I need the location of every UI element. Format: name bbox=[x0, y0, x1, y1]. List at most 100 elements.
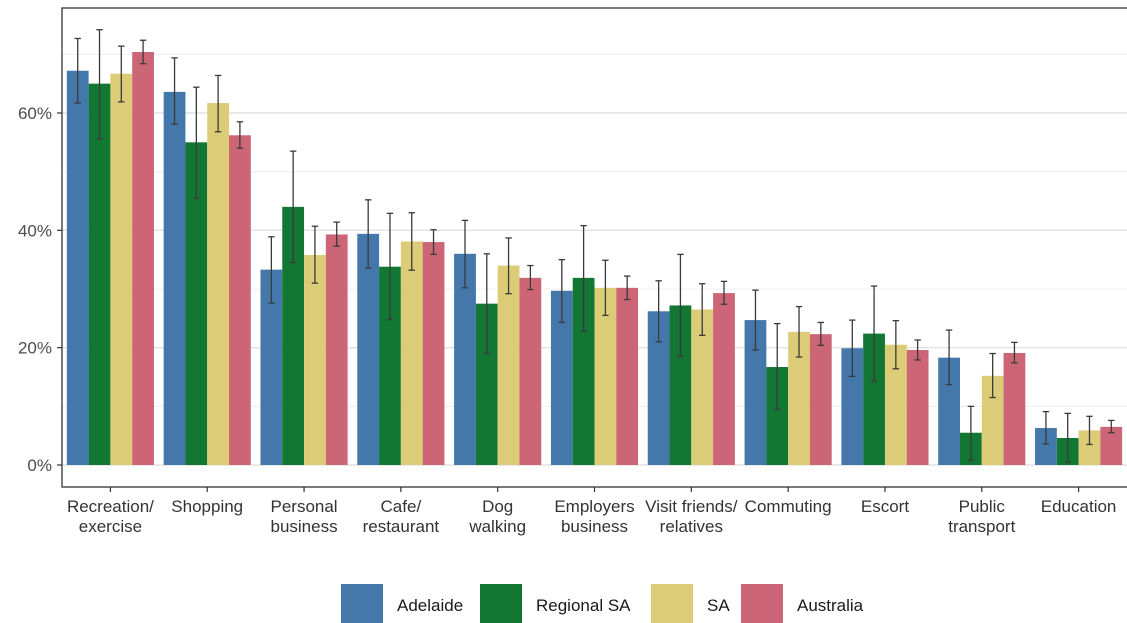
error-bar bbox=[720, 280, 728, 305]
bar-regional-sa bbox=[669, 305, 692, 465]
error-bar bbox=[945, 329, 953, 386]
x-tick-label: Cafe/restaurant bbox=[363, 497, 440, 536]
error-bar bbox=[311, 225, 319, 284]
error-bar bbox=[752, 289, 759, 351]
error-bar bbox=[214, 74, 222, 133]
bar-adelaide bbox=[260, 269, 283, 465]
error-bar bbox=[386, 212, 394, 321]
legend-swatch bbox=[341, 584, 383, 623]
bar-sa bbox=[884, 344, 907, 465]
error-bar bbox=[193, 86, 200, 199]
y-tick-label: 20% bbox=[18, 339, 52, 358]
bar-regional-sa bbox=[475, 303, 498, 465]
error-bar bbox=[139, 39, 147, 65]
bar-regional-sa bbox=[766, 367, 789, 465]
bar-sa bbox=[594, 287, 617, 465]
bar-australia bbox=[132, 51, 154, 466]
x-tick-label: Dog walking bbox=[468, 497, 526, 536]
legend-swatch bbox=[741, 584, 783, 623]
bar-adelaide bbox=[163, 91, 186, 465]
bar-australia bbox=[713, 293, 735, 465]
error-bar bbox=[602, 259, 609, 317]
bar-australia bbox=[519, 277, 542, 465]
error-bar bbox=[677, 253, 684, 358]
error-bar bbox=[96, 29, 103, 140]
error-bar bbox=[892, 320, 900, 370]
bar-adelaide bbox=[841, 348, 864, 465]
x-tick-label: Visit friends/relatives bbox=[645, 497, 738, 536]
error-bar bbox=[914, 339, 921, 361]
legend-item: SA bbox=[651, 584, 730, 623]
bar-regional-sa bbox=[88, 83, 111, 466]
bar-adelaide bbox=[66, 70, 89, 465]
bar-sa bbox=[207, 103, 230, 465]
bar-adelaide bbox=[357, 233, 380, 465]
x-tick-label: Shopping bbox=[171, 497, 243, 516]
bar-australia bbox=[616, 287, 639, 465]
bar-sa bbox=[1078, 430, 1101, 465]
bar-australia bbox=[325, 234, 348, 465]
error-bar bbox=[699, 283, 706, 336]
error-bar bbox=[430, 229, 437, 256]
legend-swatch bbox=[480, 584, 522, 623]
error-bar bbox=[74, 37, 81, 104]
bar-regional-sa bbox=[572, 277, 595, 465]
bar-adelaide bbox=[647, 311, 670, 465]
legend-swatch bbox=[651, 584, 693, 623]
x-tick-label: Education bbox=[1041, 497, 1117, 516]
error-bar bbox=[1042, 410, 1050, 445]
legend: Adelaide Regional SA SA Australia bbox=[341, 584, 864, 623]
y-tick-label: 0% bbox=[27, 456, 52, 475]
bar-sa bbox=[981, 375, 1004, 465]
legend-label: Adelaide bbox=[397, 596, 463, 615]
y-tick-label: 60% bbox=[18, 104, 52, 123]
x-tick-label: Commuting bbox=[745, 497, 832, 516]
error-bar bbox=[1064, 412, 1071, 463]
bar-sa bbox=[304, 254, 326, 465]
legend-item: Regional SA bbox=[480, 584, 631, 623]
bar-sa bbox=[400, 241, 423, 465]
error-bar bbox=[289, 150, 297, 264]
x-tick-label: Employers business bbox=[554, 497, 634, 536]
plot-panel-border bbox=[61, 7, 1127, 488]
bar-adelaide bbox=[744, 320, 767, 465]
bar-regional-sa bbox=[185, 142, 208, 466]
bar-australia bbox=[422, 242, 445, 465]
error-bar bbox=[870, 285, 878, 382]
x-axis: Recreation/exercise Shopping Personal busin… bbox=[67, 487, 1116, 536]
bar-adelaide bbox=[1035, 428, 1057, 465]
error-bars bbox=[74, 29, 1115, 463]
error-bar bbox=[171, 57, 178, 125]
legend-label: Regional SA bbox=[536, 596, 631, 615]
bar-sa bbox=[788, 331, 810, 465]
bar-adelaide bbox=[454, 253, 476, 465]
bar-regional-sa bbox=[863, 333, 885, 465]
error-bar bbox=[1108, 419, 1115, 434]
error-bar bbox=[118, 45, 125, 103]
error-bar bbox=[505, 237, 512, 295]
error-bar bbox=[623, 275, 631, 301]
x-tick-label: Public transport bbox=[948, 497, 1015, 536]
bar-australia bbox=[809, 334, 832, 465]
legend-item: Australia bbox=[741, 584, 864, 623]
bars bbox=[66, 51, 1123, 466]
error-bar bbox=[461, 219, 469, 289]
legend-label: Australia bbox=[797, 596, 864, 615]
bar-australia bbox=[1003, 352, 1026, 465]
error-bar bbox=[967, 405, 975, 461]
error-bar bbox=[236, 121, 244, 149]
error-bar bbox=[774, 322, 781, 410]
bar-australia bbox=[229, 135, 251, 465]
error-bar bbox=[655, 280, 662, 343]
error-bar bbox=[364, 199, 372, 269]
bar-sa bbox=[497, 265, 520, 465]
error-bar bbox=[527, 264, 534, 291]
error-bar bbox=[333, 221, 340, 247]
bar-sa bbox=[110, 73, 133, 466]
y-tick-label: 40% bbox=[18, 221, 52, 240]
error-bar bbox=[580, 224, 587, 332]
legend-label: SA bbox=[707, 596, 730, 615]
error-bar bbox=[817, 321, 825, 346]
error-bar bbox=[408, 212, 415, 271]
